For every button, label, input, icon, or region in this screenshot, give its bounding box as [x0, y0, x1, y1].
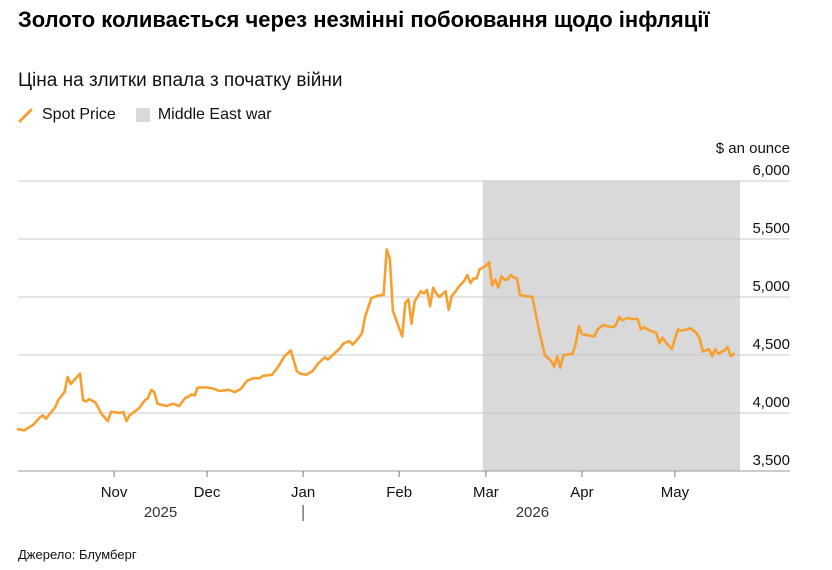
- gridline-layer: [18, 180, 790, 472]
- y-tick-label-4000: 4,000: [752, 394, 790, 411]
- series-layer: [16, 248, 736, 432]
- legend-item-middle-east-war: Middle East war: [135, 106, 272, 124]
- y-tick-label-layer: 3,500 4,000 4,500 5,000 5,500 6,000: [752, 162, 790, 469]
- legend-label-middle-east-war: Middle East war: [157, 106, 272, 123]
- x-tick-label-dec: Dec: [194, 484, 221, 501]
- y-tick-label-5500: 5,500: [752, 220, 790, 237]
- line-swatch-icon: [18, 108, 33, 123]
- legend-label-spot-price: Spot Price: [42, 106, 116, 123]
- source-note: Джерело: Блумберг: [18, 547, 137, 562]
- y-tick-label-3500: 3,500: [752, 452, 790, 469]
- year-label-layer: 2025 2026: [144, 504, 549, 521]
- x-tick-label-may: May: [661, 484, 690, 501]
- x-tick-label-nov: Nov: [101, 484, 128, 501]
- x-tick-label-jan: Jan: [291, 484, 315, 501]
- chart-title: Золото коливається через незмінні побоюв…: [18, 7, 710, 32]
- y-tick-label-4500: 4,500: [752, 336, 790, 353]
- y-tick-label-6000: 6,000: [752, 162, 790, 179]
- x-tick-label-mar: Mar: [473, 484, 499, 501]
- x-tick-layer: Nov Dec Jan Feb Mar Apr May: [101, 471, 690, 501]
- chart-subtitle: Ціна на злитки впала з початку війни: [18, 70, 343, 91]
- series-line-spot-price: [16, 248, 736, 432]
- shaded-band-swatch-icon: [135, 108, 150, 122]
- x-tick-label-apr: Apr: [570, 484, 593, 501]
- year-label-2026: 2026: [516, 504, 549, 521]
- y-axis-unit-label: $ an ounce: [716, 140, 790, 157]
- y-tick-label-5000: 5,000: [752, 278, 790, 295]
- year-label-2025: 2025: [144, 504, 177, 521]
- x-tick-label-feb: Feb: [386, 484, 412, 501]
- legend-item-spot-price: Spot Price: [18, 106, 116, 124]
- chart-legend: Spot Price Middle East war: [18, 104, 292, 126]
